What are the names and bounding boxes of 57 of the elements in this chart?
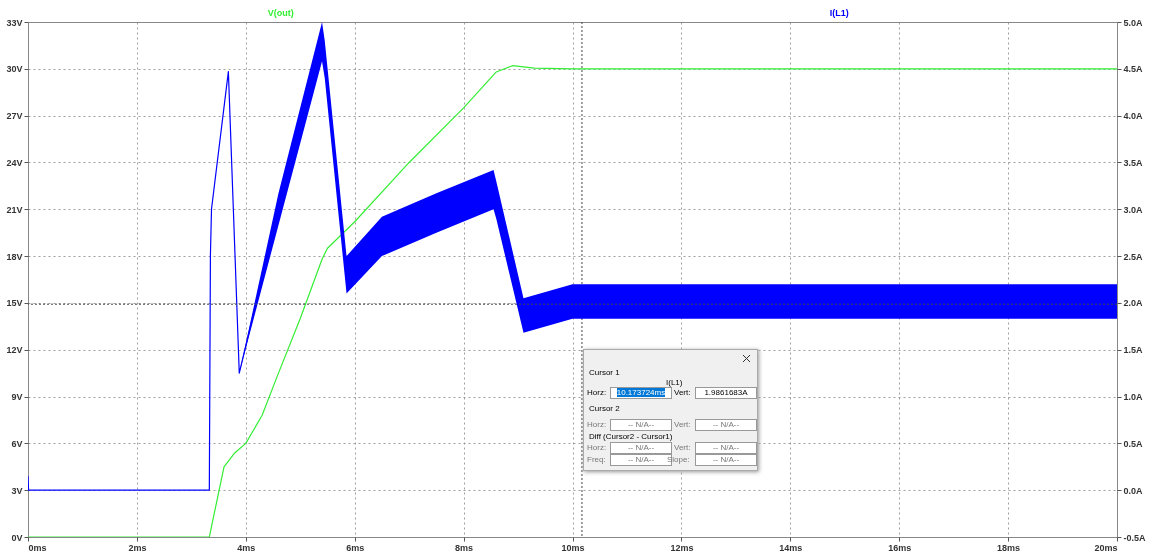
annotation: Vert: xyxy=(674,443,691,452)
x-tick-label: 18ms xyxy=(997,542,1021,552)
text: I(L1) xyxy=(829,8,849,18)
y2-tick-label: 5.0A xyxy=(1123,17,1144,28)
x-tick-label: 16ms xyxy=(888,542,912,552)
annotation: -- N/A-- xyxy=(712,455,740,464)
y2-tick-label: 3.5A xyxy=(1123,157,1144,168)
annotation: -- N/A-- xyxy=(627,443,655,452)
annotation: Vert: xyxy=(674,420,691,429)
annotation: Vert: xyxy=(674,388,691,397)
annotation: Cursor 2 xyxy=(589,404,620,413)
annotation: Horz: xyxy=(587,420,607,429)
x-tick-label: 6ms xyxy=(346,542,365,552)
annotation: -- N/A-- xyxy=(627,455,655,464)
y-tick-label: 0V xyxy=(11,532,23,543)
line-series xyxy=(28,65,1117,537)
y-tick-label: 12V xyxy=(6,345,23,356)
y-tick-label: 21V xyxy=(6,204,23,215)
annotation: -- N/A-- xyxy=(627,420,655,429)
annotation: 10.173724ms xyxy=(616,388,666,397)
x-tick-label: 0ms xyxy=(28,542,47,552)
y-tick-label: 9V xyxy=(11,392,23,403)
y-tick-label: 3V xyxy=(11,485,23,496)
y2-tick-label: -0.5A xyxy=(1123,532,1147,543)
x-tick-label: 10ms xyxy=(561,542,585,552)
y2-tick-label: 4.5A xyxy=(1123,64,1144,75)
y2-tick-label: 0.5A xyxy=(1123,438,1144,449)
x-tick-label: 20ms xyxy=(1094,542,1118,552)
annotation: Horz: xyxy=(587,388,607,397)
annotation: Horz: xyxy=(587,443,607,452)
annotation: I(L1) xyxy=(666,378,683,387)
x-tick-label: 12ms xyxy=(670,542,694,552)
x-tick-label: 14ms xyxy=(779,542,803,552)
y-tick-label: 18V xyxy=(6,251,23,262)
y2-tick-label: 1.0A xyxy=(1123,392,1144,403)
y-tick-label: 24V xyxy=(6,157,23,168)
y-tick-label: 15V xyxy=(6,298,23,309)
annotation: -- N/A-- xyxy=(712,443,740,452)
y2-tick-label: 2.0A xyxy=(1123,298,1144,309)
annotation: 1.9861683A xyxy=(704,388,748,397)
y-tick-label: 30V xyxy=(6,64,23,75)
text: V(out) xyxy=(267,8,294,18)
y2-tick-label: 0.0A xyxy=(1123,485,1144,496)
y-tick-label: 6V xyxy=(11,438,23,449)
y-tick-label: 33V xyxy=(6,17,23,28)
annotation: Cursor 1 xyxy=(589,368,620,377)
x-tick-label: 8ms xyxy=(455,542,474,552)
y2-tick-label: 4.0A xyxy=(1123,111,1144,122)
annotation: -- N/A-- xyxy=(712,420,740,429)
annotation: Diff (Cursor2 - Cursor1) xyxy=(589,432,673,441)
annotation: Freq: xyxy=(587,455,606,464)
y2-tick-label: 3.0A xyxy=(1123,204,1144,215)
y-tick-label: 27V xyxy=(6,111,23,122)
x-tick-label: 4ms xyxy=(237,542,256,552)
x-tick-label: 2ms xyxy=(128,542,147,552)
y2-tick-label: 2.5A xyxy=(1123,251,1144,262)
y2-tick-label: 1.5A xyxy=(1123,345,1144,356)
